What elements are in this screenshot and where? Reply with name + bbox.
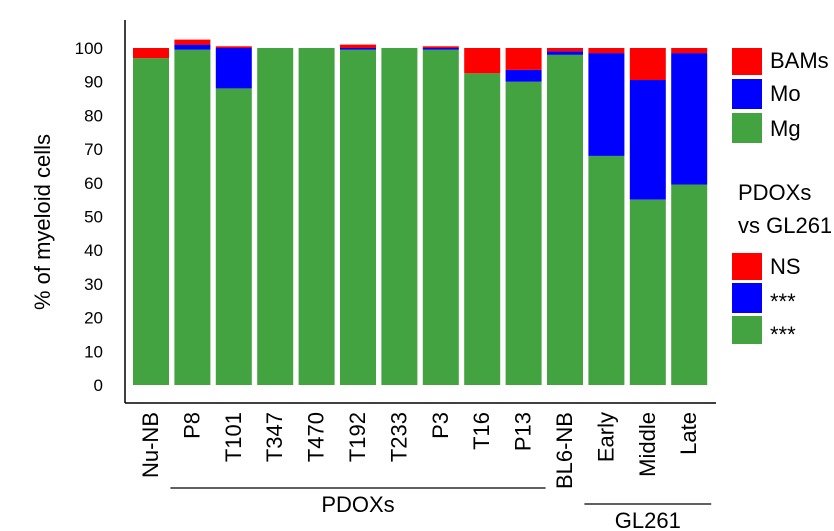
- y-tick-label: 60: [84, 174, 103, 193]
- stats-title-line1: PDOXs: [738, 180, 811, 205]
- bar-segment-mo: [215, 48, 252, 89]
- stats-label-ns: NS: [770, 254, 801, 279]
- bar-segment-mg: [381, 48, 418, 385]
- stats-swatch-mo: [732, 283, 762, 313]
- bar-segment-bams: [174, 39, 211, 45]
- bar-segment-mo: [547, 51, 583, 55]
- category-label: Nu-NB: [138, 412, 163, 478]
- bar-segment-bams: [215, 46, 252, 48]
- category-label: Late: [676, 412, 701, 455]
- bar-segment-bams: [464, 48, 501, 74]
- y-tick-label: 80: [84, 106, 103, 125]
- y-tick-label: 100: [75, 39, 103, 58]
- bar-segment-mo: [588, 53, 625, 156]
- bar-segment-mg: [629, 199, 666, 385]
- y-tick-label: 50: [84, 208, 103, 227]
- stats-label-mo: ***: [770, 289, 796, 314]
- bar-segment-mo: [174, 44, 211, 50]
- bar-segment-mg: [671, 184, 708, 385]
- y-tick-label: 90: [84, 73, 103, 92]
- axes: [124, 20, 716, 404]
- bar-segment-mg: [174, 49, 211, 385]
- category-label: P13: [511, 412, 536, 451]
- legend-label-mo: Mo: [770, 81, 801, 106]
- category-label: T233: [386, 412, 411, 462]
- bar-segment-bams: [671, 48, 708, 54]
- y-tick-label: 40: [84, 241, 103, 260]
- category-label: T101: [221, 412, 246, 462]
- bar-segment-bams: [133, 48, 169, 59]
- bar-segment-mo: [505, 69, 542, 82]
- y-tick-label: 70: [84, 140, 103, 159]
- category-label: BL6-NB: [552, 412, 577, 489]
- bar-segment-bams: [547, 48, 583, 52]
- y-tick-label: 10: [84, 342, 103, 361]
- legend-label-bams: BAMs: [770, 48, 829, 73]
- bar-segment-mo: [422, 48, 459, 50]
- y-tick-label: 20: [84, 309, 103, 328]
- bar-segment-mg: [133, 58, 169, 385]
- legend-swatch-bams: [732, 48, 762, 75]
- group-labels: PDOXs GL261: [170, 487, 712, 531]
- bar-segment-mg: [340, 49, 376, 385]
- category-label: T347: [262, 412, 287, 462]
- y-tick-label: 30: [84, 275, 103, 294]
- stats-swatch-ns: [732, 253, 762, 280]
- bar-segment-bams: [505, 48, 542, 70]
- bar-segment-mo: [671, 53, 708, 185]
- stats-swatch-mg: [732, 316, 762, 344]
- category-label: T470: [304, 412, 329, 462]
- group-label: PDOXs: [321, 492, 394, 517]
- bar-segment-mo: [340, 48, 376, 50]
- category-label: T16: [469, 412, 494, 450]
- bar-segment-mg: [215, 88, 252, 386]
- y-axis-ticks: 0 10 20 30 40 50 60 70 80 90 100: [75, 39, 103, 395]
- group-label: GL261: [615, 508, 681, 531]
- category-label: Early: [593, 412, 618, 462]
- legend-swatch-mo: [732, 79, 762, 109]
- legend-swatch-mg: [732, 113, 762, 143]
- bar-segment-mg: [298, 48, 335, 385]
- bar-segment-mo: [629, 80, 666, 200]
- category-label: P3: [428, 412, 453, 439]
- y-axis-label: % of myeloid cells: [30, 134, 55, 310]
- stats-title-line2: vs GL261: [738, 213, 832, 238]
- bar-segment-mg: [464, 73, 501, 386]
- bar-segment-mg: [547, 54, 583, 385]
- bar-segment-bams: [588, 48, 625, 54]
- stats-label-mg: ***: [770, 322, 796, 347]
- category-label: Middle: [635, 412, 660, 477]
- bar-segment-bams: [422, 46, 459, 48]
- bar-segment-bams: [629, 48, 666, 80]
- bars: [133, 39, 708, 386]
- bar-segment-mg: [422, 49, 459, 385]
- legend: BAMs Mo Mg PDOXs vs GL261 NS *** ***: [732, 48, 832, 347]
- category-labels: Nu-NB P8 T101 T347 T470 T192 T233 P3 T16 P13 BL6-N…: [138, 412, 701, 489]
- bar-segment-bams: [340, 44, 376, 48]
- y-tick-label: 0: [94, 376, 103, 395]
- bar-segment-mg: [588, 155, 625, 385]
- category-label: P8: [179, 412, 204, 439]
- bar-segment-mg: [257, 48, 294, 385]
- legend-label-mg: Mg: [770, 116, 801, 141]
- category-label: T192: [345, 412, 370, 462]
- bar-segment-mg: [505, 81, 542, 385]
